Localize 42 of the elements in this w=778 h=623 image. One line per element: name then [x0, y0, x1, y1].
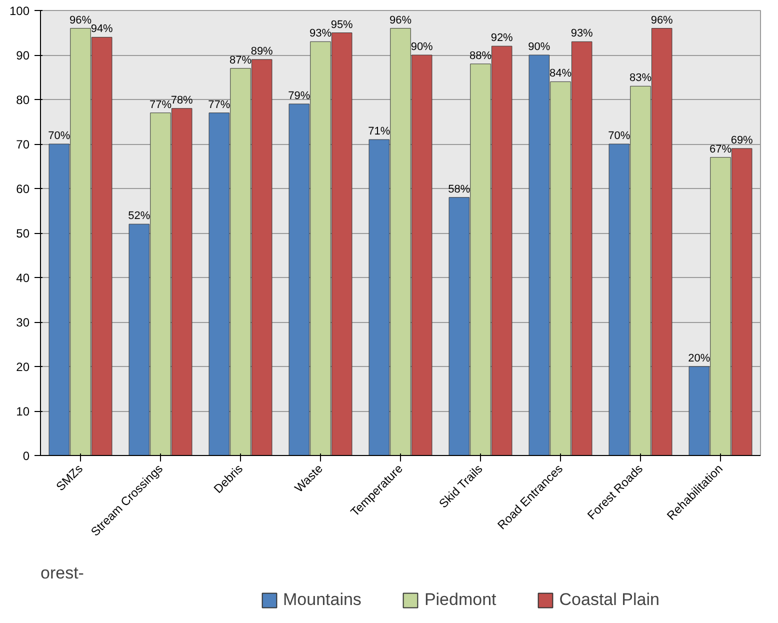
data-label: 83%	[629, 72, 652, 84]
text: orest-	[40, 564, 84, 582]
y-tick-label: 40	[16, 271, 30, 285]
legend-label: Coastal Plain	[559, 590, 660, 610]
y-tick-label: 80	[16, 93, 30, 107]
data-label: 96%	[69, 14, 92, 26]
data-label: 67%	[709, 143, 732, 156]
y-tick-label: 0	[22, 449, 30, 463]
data-label: 94%	[90, 23, 114, 36]
data-label: 92%	[490, 32, 514, 44]
data-label: 78%	[170, 94, 194, 106]
data-label: 87%	[229, 54, 252, 66]
y-tick-label: 30	[16, 316, 30, 330]
data-label: 52%	[128, 210, 150, 222]
data-label: 79%	[288, 90, 310, 102]
data-label: 90%	[410, 41, 434, 53]
data-label: 69%	[730, 134, 754, 146]
legend-label: Mountains	[283, 590, 362, 610]
data-label: 89%	[250, 45, 274, 58]
data-label: 70%	[608, 130, 630, 142]
y-tick-label: 100	[9, 4, 30, 18]
data-label: 71%	[368, 126, 390, 138]
y-tick-label: 50	[16, 226, 30, 240]
data-label: 70%	[48, 130, 70, 142]
data-label: 20%	[688, 352, 710, 364]
y-tick-label: 70	[16, 138, 30, 152]
data-label: 93%	[309, 28, 332, 40]
data-label: 58%	[448, 183, 470, 196]
data-label: 95%	[330, 18, 354, 31]
data-label: 93%	[570, 28, 594, 40]
y-tick-label: 20	[16, 360, 30, 374]
legend-label: Piedmont	[424, 590, 496, 610]
y-tick-label: 90	[16, 48, 30, 62]
data-label: 96%	[389, 14, 412, 26]
y-tick-label: 10	[16, 404, 30, 418]
data-label: 90%	[528, 41, 550, 53]
data-label: 96%	[650, 14, 674, 26]
data-label: 77%	[149, 98, 172, 111]
data-label: 77%	[208, 98, 230, 111]
y-tick-label: 60	[16, 182, 30, 196]
data-label: 88%	[469, 50, 492, 62]
data-label: 84%	[549, 68, 572, 80]
